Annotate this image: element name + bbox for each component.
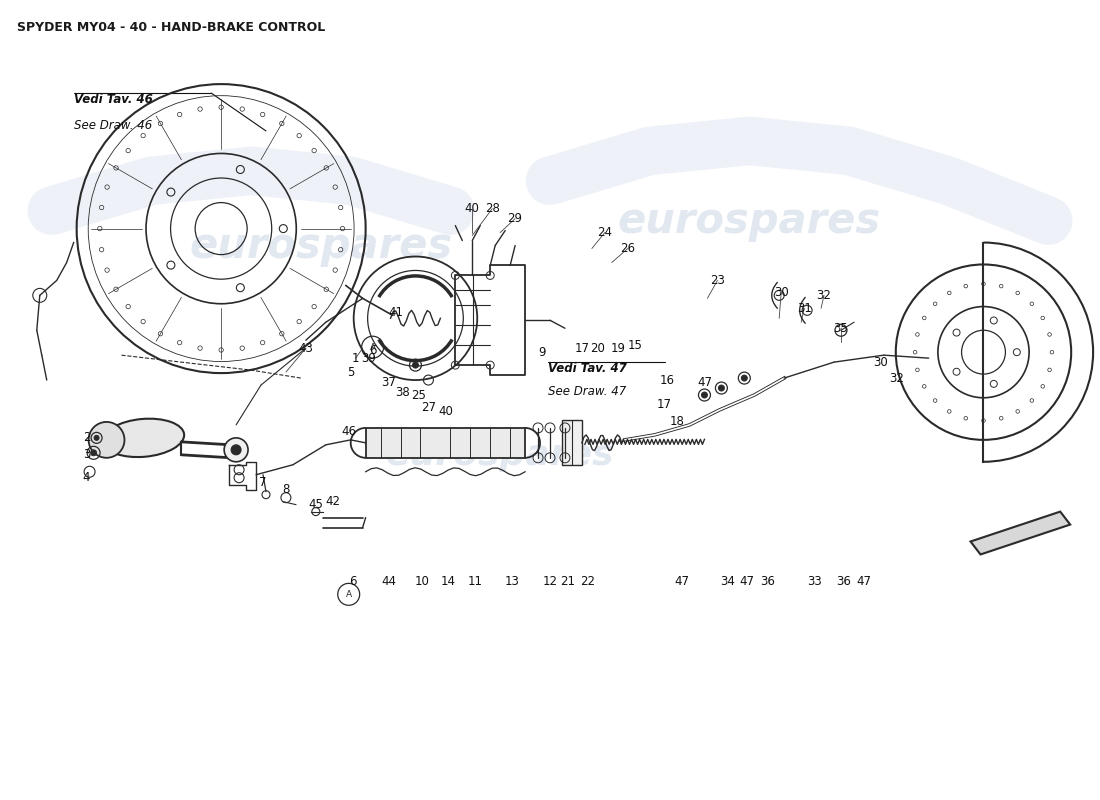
Text: 5: 5 — [346, 366, 354, 378]
Text: 42: 42 — [326, 495, 340, 508]
Text: Vedi Tav. 47: Vedi Tav. 47 — [548, 362, 627, 375]
Text: 16: 16 — [660, 374, 675, 386]
Text: 7: 7 — [260, 476, 267, 490]
Text: 6: 6 — [349, 575, 356, 588]
Text: 18: 18 — [670, 415, 685, 429]
Text: See Draw. 46: See Draw. 46 — [74, 119, 152, 132]
Text: 13: 13 — [505, 575, 519, 588]
Circle shape — [231, 445, 241, 455]
Text: 19: 19 — [610, 342, 625, 354]
Polygon shape — [365, 428, 525, 458]
Text: 44: 44 — [381, 575, 396, 588]
Text: 3: 3 — [82, 448, 90, 462]
Text: 43: 43 — [298, 342, 314, 354]
Text: See Draw. 47: See Draw. 47 — [548, 385, 626, 398]
Text: 41: 41 — [388, 306, 403, 319]
Text: 2: 2 — [82, 431, 90, 444]
Text: 25: 25 — [411, 389, 426, 402]
Text: 4: 4 — [82, 471, 90, 484]
Text: 30: 30 — [873, 356, 888, 369]
Text: 47: 47 — [857, 575, 871, 588]
Text: eurospares: eurospares — [189, 225, 452, 266]
Text: 1: 1 — [352, 352, 360, 365]
Text: 21: 21 — [560, 575, 575, 588]
Text: 40: 40 — [438, 406, 453, 418]
Text: 10: 10 — [415, 575, 430, 588]
Text: 47: 47 — [740, 575, 755, 588]
Text: eurospares: eurospares — [618, 200, 881, 242]
Text: 28: 28 — [485, 202, 499, 215]
Text: A: A — [345, 590, 352, 599]
Text: 29: 29 — [507, 212, 522, 225]
Text: 35: 35 — [834, 322, 848, 334]
Text: 33: 33 — [806, 575, 822, 588]
Text: 47: 47 — [697, 375, 712, 389]
Text: Vedi Tav. 46: Vedi Tav. 46 — [74, 93, 153, 106]
Text: 22: 22 — [581, 575, 595, 588]
Text: 12: 12 — [542, 575, 558, 588]
Text: 36: 36 — [760, 575, 774, 588]
Text: 20: 20 — [591, 342, 605, 354]
Circle shape — [702, 392, 707, 398]
Text: 6: 6 — [368, 344, 376, 357]
Text: 38: 38 — [395, 386, 410, 398]
Text: 31: 31 — [796, 302, 812, 315]
Polygon shape — [970, 512, 1070, 554]
Circle shape — [741, 375, 747, 381]
Circle shape — [95, 435, 99, 440]
Circle shape — [89, 422, 124, 458]
Text: A: A — [370, 342, 376, 352]
Text: SPYDER MY04 - 40 - HAND-BRAKE CONTROL: SPYDER MY04 - 40 - HAND-BRAKE CONTROL — [16, 22, 326, 34]
Text: 27: 27 — [421, 402, 436, 414]
Ellipse shape — [102, 418, 184, 457]
Text: 9: 9 — [538, 346, 546, 358]
Text: 46: 46 — [341, 426, 356, 438]
Circle shape — [412, 362, 418, 368]
Circle shape — [718, 385, 725, 391]
Text: 47: 47 — [674, 575, 689, 588]
Text: 39: 39 — [361, 352, 376, 365]
Circle shape — [90, 450, 97, 456]
Text: 40: 40 — [465, 202, 480, 215]
Polygon shape — [562, 420, 582, 465]
Text: 36: 36 — [836, 575, 851, 588]
Text: 14: 14 — [441, 575, 455, 588]
Text: 23: 23 — [710, 274, 725, 287]
Text: 37: 37 — [381, 375, 396, 389]
Text: 32: 32 — [816, 289, 832, 302]
Text: 8: 8 — [283, 483, 289, 496]
Text: 15: 15 — [627, 338, 642, 352]
Text: 45: 45 — [308, 498, 323, 511]
Text: 17: 17 — [657, 398, 672, 411]
Text: 32: 32 — [890, 371, 904, 385]
Text: 34: 34 — [719, 575, 735, 588]
Text: 17: 17 — [574, 342, 590, 354]
Text: eurospares: eurospares — [386, 438, 615, 472]
Text: 26: 26 — [620, 242, 635, 255]
Text: 11: 11 — [468, 575, 483, 588]
Text: 30: 30 — [773, 286, 789, 299]
Text: 24: 24 — [597, 226, 613, 239]
Circle shape — [224, 438, 249, 462]
